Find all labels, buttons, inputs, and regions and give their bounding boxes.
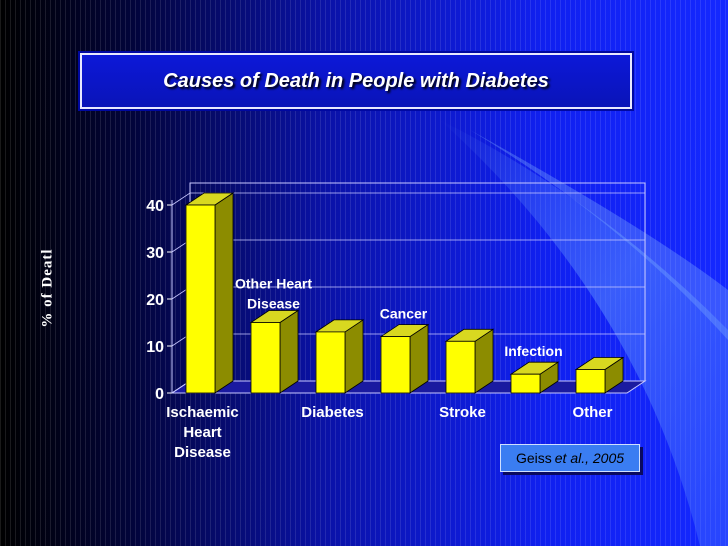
x-category-label: Diabetes [301, 404, 364, 421]
y-tick-label: 10 [146, 339, 164, 356]
y-tick-label: 40 [146, 198, 164, 215]
citation-year: ., 2005 [581, 450, 625, 466]
citation-author: Geiss [515, 450, 552, 466]
x-category-label: Disease [174, 444, 231, 461]
x-category-label: Infection [504, 343, 562, 359]
citation-etal: et al [554, 450, 582, 466]
y-tick-label: 20 [146, 292, 164, 309]
bar-side [279, 309, 299, 394]
slide-title: Causes of Death in People with Diabetes [163, 69, 549, 92]
bar-side [214, 192, 234, 394]
bar [315, 331, 346, 394]
x-category-label: Ischaemic [166, 404, 239, 421]
x-category-label: Other Heart [235, 276, 312, 292]
x-category-label: Heart [183, 424, 221, 441]
gridline [171, 239, 645, 253]
bar [380, 336, 411, 394]
bar [445, 340, 476, 394]
citation-box: Geiss et al ., 2005 [500, 444, 640, 472]
bar [510, 373, 541, 394]
y-tick-label: 30 [146, 245, 164, 262]
y-tick-label: 0 [155, 386, 164, 403]
x-category-label: Cancer [380, 306, 428, 322]
bar-side [344, 319, 364, 394]
x-category-label: Other [572, 404, 612, 421]
gridline [171, 192, 645, 206]
bar [185, 204, 216, 394]
x-category-label: Disease [247, 296, 300, 312]
bar [575, 369, 606, 394]
bar [250, 322, 281, 394]
x-category-label: Stroke [439, 404, 486, 421]
title-box: Causes of Death in People with Diabetes [80, 53, 632, 109]
